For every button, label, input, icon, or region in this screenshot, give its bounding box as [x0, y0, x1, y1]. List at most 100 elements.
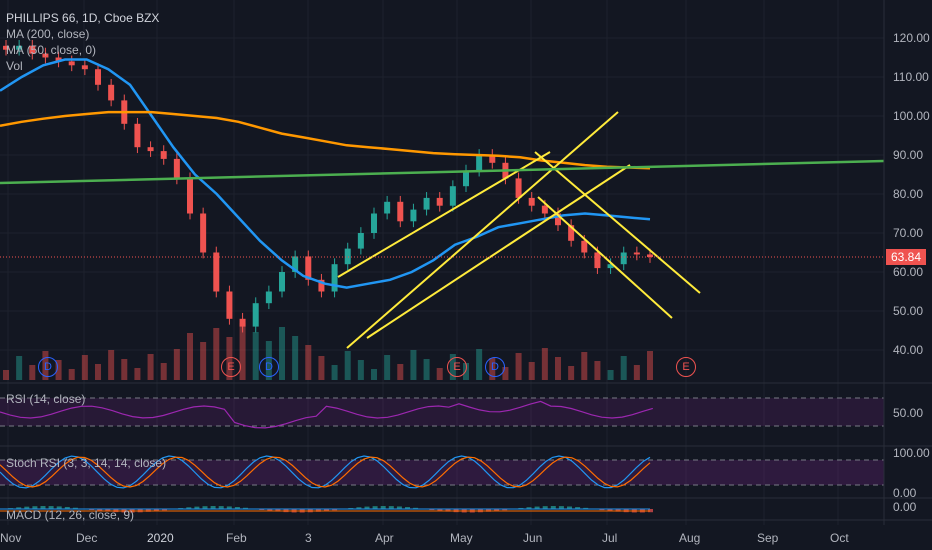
stoch-tick: 0.00 [893, 486, 917, 500]
ma50-legend[interactable]: MA (50, close, 0) [6, 43, 97, 57]
time-tick: Jun [523, 531, 543, 545]
candle-body [29, 45, 36, 54]
volume-bar [344, 351, 351, 380]
macd-legend[interactable]: MACD (12, 26, close, 9) [6, 508, 135, 522]
candle-body [607, 264, 614, 269]
volume-bar [633, 365, 640, 380]
volume-bar [239, 323, 246, 380]
macd-histogram-bar [332, 509, 338, 511]
macd-histogram-bar [429, 509, 435, 511]
macd-histogram-bar [648, 509, 653, 513]
dividend-event-icon[interactable]: D [485, 357, 505, 377]
ma200-legend[interactable]: MA (200, close) [6, 27, 90, 41]
macd-histogram-bar [275, 509, 281, 512]
stoch-d-line [0, 456, 651, 488]
macd-histogram-bar [502, 509, 508, 511]
volume-bar [29, 365, 36, 380]
volume-bar [160, 363, 167, 380]
candle-body [279, 272, 285, 292]
volume-bar [200, 342, 207, 380]
macd-histogram-bar [267, 509, 273, 511]
candle-body [594, 252, 601, 269]
macd-histogram-bar [202, 506, 208, 510]
candle-body [134, 123, 141, 148]
volume-bar [318, 356, 325, 380]
volume-bar [515, 353, 522, 380]
volume-bar [594, 361, 601, 380]
volume-bar [423, 359, 430, 380]
macd-histogram-bar [396, 506, 402, 510]
volume-bar [436, 368, 443, 380]
time-tick: Sep [757, 531, 779, 545]
macd-tick: 0.00 [893, 500, 917, 514]
candle-body [371, 213, 377, 233]
candle-body [265, 291, 272, 304]
volume-legend[interactable]: Vol [6, 59, 23, 73]
time-tick: May [450, 531, 473, 545]
candle-body [647, 254, 653, 258]
macd-histogram-bar [526, 507, 532, 510]
channel-trendline [534, 151, 701, 294]
candle-body [476, 155, 483, 171]
macd-histogram-bar [599, 509, 605, 511]
candle-body [95, 69, 101, 85]
rsi-line [0, 400, 653, 429]
volume-bar [502, 367, 509, 380]
volume-bar [331, 365, 338, 380]
symbol-title: PHILLIPS 66, 1D, Cboe BZX [6, 11, 160, 25]
macd-histogram-bar [218, 506, 224, 510]
candle-body [318, 279, 325, 292]
earnings-event-icon[interactable]: E [221, 357, 241, 377]
volume-bar [187, 333, 193, 380]
dividend-event-icon[interactable]: D [38, 357, 58, 377]
channel-trendline [346, 111, 619, 349]
stoch-band [0, 460, 884, 485]
macd-histogram-bar [372, 506, 378, 510]
price-tick: 110.00 [893, 70, 929, 84]
volume-bar [528, 362, 535, 380]
stoch-tick: 100.00 [893, 446, 930, 460]
macd-histogram-bar [380, 506, 386, 510]
candle-body [108, 84, 115, 101]
volume-bar [173, 349, 180, 380]
ma50-line [0, 58, 651, 289]
candle-body [384, 201, 391, 214]
stoch-rsi-legend[interactable]: Stoch RSI (3, 3, 14, 14, close) [6, 456, 167, 470]
time-tick: Apr [375, 531, 394, 545]
macd-histogram-bar [486, 509, 491, 512]
indicator-panes [0, 397, 884, 513]
macd-histogram-bar [575, 507, 581, 510]
candle-body [633, 252, 640, 255]
candle-body [239, 318, 246, 327]
candle-body [200, 213, 207, 253]
candle-body [620, 252, 627, 265]
volume-bar [16, 356, 23, 380]
candle-body [147, 147, 154, 152]
macd-histogram-bar [607, 509, 613, 511]
dividend-event-icon[interactable]: D [259, 357, 279, 377]
rsi-legend[interactable]: RSI (14, close) [6, 392, 86, 406]
volume-bar [620, 356, 627, 380]
ma200-line [0, 110, 651, 170]
volume-bar [384, 355, 391, 380]
earnings-event-icon[interactable]: E [447, 357, 467, 377]
macd-histogram-bar [56, 506, 62, 510]
volume-bar [463, 363, 469, 380]
volume-bar [607, 370, 614, 380]
candle-body [81, 65, 88, 70]
candle-body [581, 240, 588, 253]
macd-histogram-bar [364, 506, 370, 510]
candle-body [489, 155, 496, 163]
macd-histogram-bar [32, 506, 38, 510]
volume-bar [121, 359, 128, 380]
volume-bar [555, 357, 561, 380]
macd-histogram-bar [234, 507, 240, 510]
earnings-event-icon[interactable]: E [676, 357, 696, 377]
volume-bar [252, 332, 259, 380]
price-tick: 80.00 [893, 187, 924, 201]
time-tick: 2020 [147, 531, 174, 545]
long-term-trendline [0, 159, 885, 185]
volume-bar [81, 355, 88, 380]
time-tick: 3 [305, 531, 312, 545]
